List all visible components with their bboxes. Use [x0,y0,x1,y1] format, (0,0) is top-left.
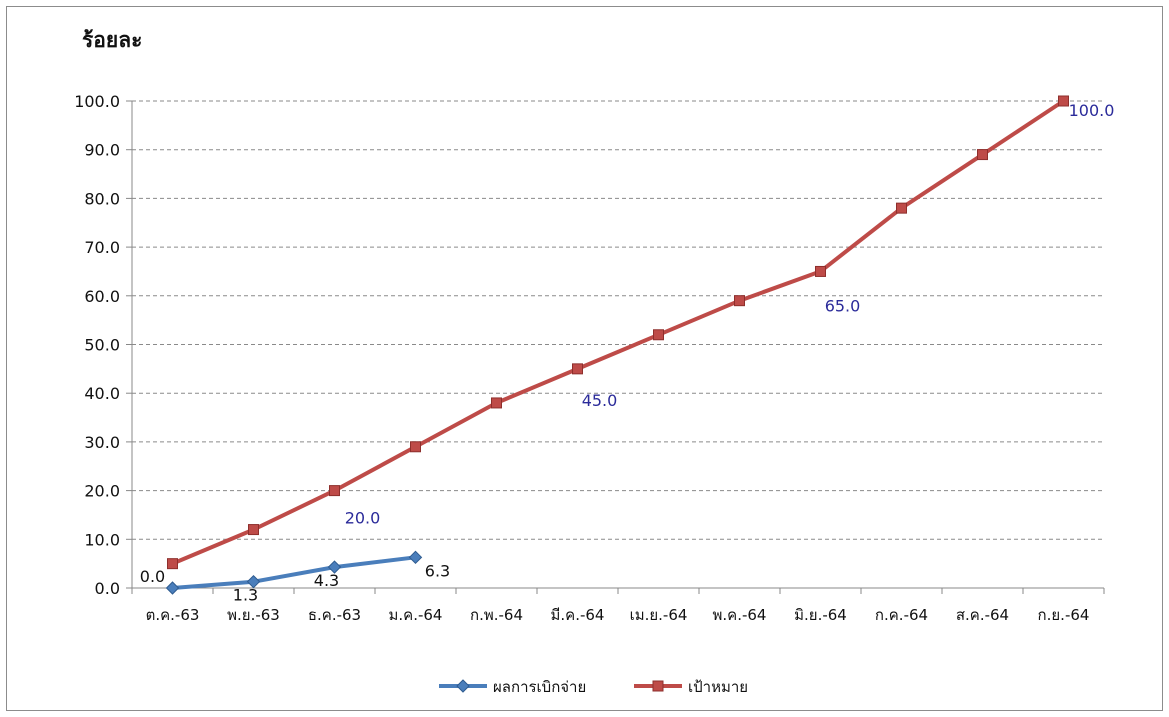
square-marker [329,485,340,497]
y-axis-title: ร้อยละ [82,28,142,52]
grid-lines [132,100,1104,540]
data-label-actual: 1.3 [233,586,258,605]
square-marker [977,149,988,161]
x-tick-label: พ.ค.-64 [713,606,767,624]
y-tick-label: 10.0 [84,530,120,549]
square-marker [896,202,907,214]
y-tick-label: 0.0 [95,579,120,598]
y-tick-label: 100.0 [74,92,120,111]
x-tick-label: มี.ค.-64 [551,606,605,624]
y-tick-label: 60.0 [84,287,120,306]
diamond-marker [327,560,342,574]
y-tick-label: 30.0 [84,433,120,452]
legend: ผลการเบิกจ่าย เป้าหมาย [439,678,748,696]
x-tick-label: พ.ย.-63 [227,606,280,624]
y-tick-label: 80.0 [84,189,120,208]
data-labels: 0.0 1.3 4.3 6.3 20.0 45.0 65.0 100.0 [140,101,1115,605]
y-tick-labels: 0.0 10.0 20.0 30.0 40.0 50.0 60.0 70.0 80.0 90.0 1… [74,92,120,598]
square-marker [815,265,826,277]
data-label-target: 65.0 [825,296,861,315]
y-tick-label: 40.0 [84,384,120,403]
square-marker [248,524,259,536]
square-marker [734,295,745,307]
data-label-actual: 0.0 [140,567,165,586]
square-marker [572,363,583,375]
y-tick-label: 90.0 [84,141,120,160]
axes [126,100,1105,594]
y-tick-label: 20.0 [84,482,120,501]
line-chart: ร้อยละ 0.0 10.0 20.0 30.0 40.0 50.0 60.0 70.0 80… [74,28,1115,696]
x-tick-label: ส.ค.-64 [956,606,1009,624]
diamond-marker [456,679,470,693]
square-marker [167,558,178,570]
diamond-marker [165,581,180,595]
series-group [165,95,1069,595]
legend-label: ผลการเบิกจ่าย [493,678,586,696]
x-tick-label: ธ.ค.-63 [308,606,361,624]
x-tick-label: เม.ย.-64 [630,606,688,624]
series-line-target [170,99,1066,566]
y-tick-label: 50.0 [84,336,120,355]
x-tick-label: ม.ค.-64 [389,606,443,624]
series-line-actual [170,555,418,590]
data-label-target: 45.0 [582,391,618,410]
chart-frame: ร้อยละ 0.0 10.0 20.0 30.0 40.0 50.0 60.0 70.0 80… [6,6,1163,711]
y-tick-label: 70.0 [84,238,120,257]
legend-label: เป้าหมาย [688,678,748,696]
data-label-actual: 4.3 [314,571,339,590]
square-marker [491,397,502,409]
x-tick-label: ต.ค.-63 [146,606,200,624]
x-tick-labels: ต.ค.-63 พ.ย.-63 ธ.ค.-63 ม.ค.-64 ก.พ.-64 มี.ค.… [146,606,1090,624]
square-marker [410,441,421,453]
data-label-actual: 6.3 [425,561,450,580]
data-label-target: 20.0 [345,509,381,528]
square-marker [1058,95,1069,107]
data-label-target: 100.0 [1069,101,1115,120]
square-marker [652,680,664,692]
x-tick-label: ก.พ.-64 [470,606,523,624]
x-tick-label: มิ.ย.-64 [794,606,847,624]
diamond-marker [408,550,423,565]
x-tick-label: ก.ค.-64 [875,606,928,624]
x-tick-label: ก.ย.-64 [1038,606,1090,624]
diamond-marker [246,574,261,589]
square-marker [653,329,664,341]
